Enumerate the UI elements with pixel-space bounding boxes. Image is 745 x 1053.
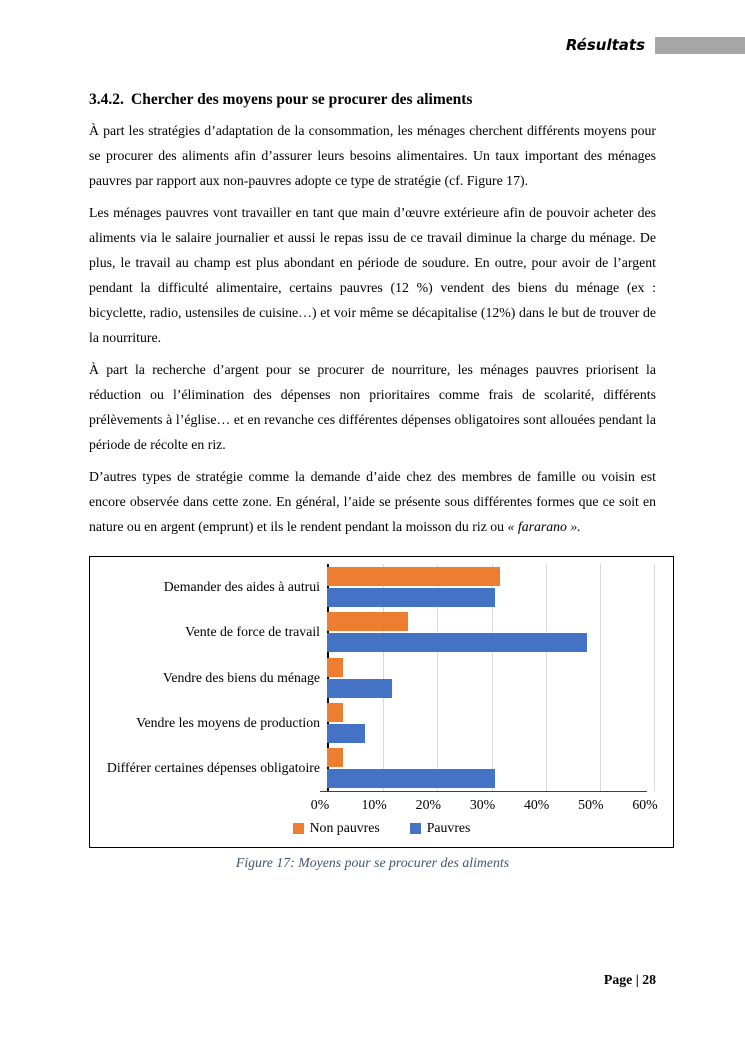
section-heading: 3.4.2. Chercher des moyens pour se procur… [89,90,656,110]
gridline [654,745,655,792]
bar-non-pauvres [327,566,501,586]
gridline [383,609,385,655]
page-number: Page | 28 [603,972,656,987]
plot-grid [327,745,655,792]
category-label: Vendre des biens du ménage [162,669,320,685]
chart-row: Demander des aides à autrui [90,564,673,610]
legend-label: Non pauvres [309,820,380,835]
bar-pauvres [327,723,365,743]
chart-row: Vendre des biens du ménage [90,654,673,701]
section-number: 3.4.2. [89,91,124,108]
bar-pauvres [327,633,587,653]
x-tick-label: 60% [632,797,658,812]
gridline [437,564,439,610]
gridline [654,700,655,746]
page-header: Résultats [566,36,745,54]
gridline [491,745,493,792]
gridline [599,609,601,655]
gridline [654,609,655,655]
legend-label: Pauvres [426,820,471,835]
x-axis-ticks: 0% 10% 20% 30% 40% 50% 60% [311,792,658,818]
gridline [545,609,547,655]
gridline [383,745,385,792]
paragraph-2: Les ménages pauvres vont travailler en t… [89,205,656,345]
x-tick-label: 20% [415,797,441,812]
gridline [545,745,547,792]
gridline [599,654,601,701]
figure-17-chart: Demander des aides à autrui Vente de forc… [89,556,674,848]
gridline [654,654,655,701]
header-title: Résultats [565,36,645,54]
category-label: Vente de force de travail [185,624,320,640]
gridline [545,700,547,746]
gridline [599,700,601,746]
bar-non-pauvres [327,657,344,677]
figure-caption: Figure 17: Moyens pour se procurer des a… [235,855,510,870]
x-tick-label: 30% [469,797,496,812]
page-content: 3.4.2. Chercher des moyens pour se procur… [89,90,674,871]
gridline [491,700,493,746]
plot-grid [327,609,655,655]
legend-item-non-pauvres: Non pauvres [292,820,380,836]
x-tick-label: 10% [361,797,387,812]
paragraph-1: À part les stratégies d’adaptation de la… [89,123,656,188]
gridline [383,564,385,610]
chart-row: Vendre les moyens de production [90,700,673,746]
paragraph-3: À part la recherche d’argent pour se pro… [89,362,656,452]
category-label: Différer certaines dépenses obligatoire [106,760,320,776]
gridline [437,700,439,746]
bar-pauvres [327,587,495,607]
paragraph-4-italic-term: « fararano ». [507,519,581,534]
gridline [383,654,385,701]
x-axis-line [320,791,647,792]
chart-legend: Non pauvres Pauvres [90,820,673,836]
chart-row: Différer certaines dépenses obligatoire [90,745,673,792]
plot-grid [327,654,655,701]
x-tick-label: 0% [310,797,330,812]
paragraph-4-main: D’autres types de stratégie comme la dem… [89,469,656,534]
section-title: Chercher des moyens pour se procurer des… [131,91,473,108]
gridline [437,654,439,701]
plot-grid [327,564,655,610]
gridline [491,564,493,610]
gridline [383,700,385,746]
gridline [599,564,601,610]
legend-item-pauvres: Pauvres [409,820,471,836]
bar-non-pauvres [327,702,344,722]
gridline [437,609,439,655]
gridline [545,654,547,701]
gridline [437,745,439,792]
bar-non-pauvres [327,612,409,632]
bar-pauvres [327,769,495,789]
category-label: Demander des aides à autrui [163,578,320,594]
gridline [545,564,547,610]
x-tick-label: 50% [578,797,604,812]
x-tick-label: 40% [524,797,550,812]
gridline [491,609,493,655]
gridline [654,564,655,610]
chart-row: Vente de force de travail [90,609,673,655]
plot-grid [327,700,655,746]
legend-swatch-icon [409,822,421,834]
header-rule-bar [655,36,745,54]
bar-non-pauvres [327,748,344,768]
legend-swatch-icon [292,822,304,834]
chart-rows: Demander des aides à autrui Vente de forc… [90,564,673,792]
category-label: Vendre les moyens de production [136,714,320,730]
gridline [599,745,601,792]
paragraph-4: D’autres types de stratégie comme la dem… [89,464,656,539]
gridline [491,654,493,701]
bar-pauvres [327,678,392,698]
